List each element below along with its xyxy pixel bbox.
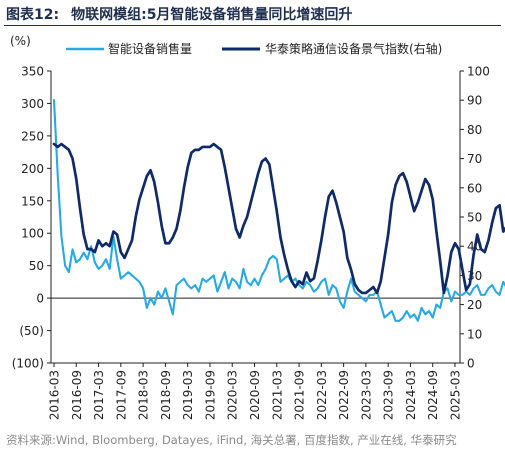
- x-tick-label: 2020-09: [248, 370, 262, 420]
- right-tick-label: 0: [467, 357, 475, 371]
- series-line-index: [52, 142, 505, 295]
- x-tick-label: 2018-03: [137, 370, 151, 420]
- x-tick-label: 2024-09: [426, 370, 440, 420]
- left-tick-label: (50): [19, 324, 44, 338]
- left-axis-ticks: (100) (50) 0 50 100 150 200 250 300 350: [12, 65, 51, 371]
- x-tick-label: 2016-03: [48, 370, 62, 420]
- left-tick-label: 350: [21, 65, 44, 79]
- x-tick-label: 2018-09: [159, 370, 173, 420]
- x-tick-label: 2023-03: [359, 370, 373, 420]
- x-tick-label: 2025-03: [449, 370, 463, 420]
- figure-label: 图表12:: [6, 7, 60, 23]
- x-tick-label: 2022-09: [337, 370, 351, 420]
- source-note: 资料来源:Wind, Bloomberg, Datayes, iFind, 海关…: [6, 433, 457, 447]
- left-tick-label: 200: [21, 162, 44, 176]
- left-tick-label: 0: [36, 292, 44, 306]
- left-tick-label: (100): [12, 357, 44, 371]
- x-tick-label: 2019-09: [203, 370, 217, 420]
- left-tick-label: 50: [29, 259, 44, 273]
- x-tick-label: 2021-09: [293, 370, 307, 420]
- x-tick-label: 2024-03: [404, 370, 418, 420]
- x-tick-label: 2020-03: [226, 370, 240, 420]
- x-tick-label: 2022-03: [315, 370, 329, 420]
- left-tick-label: 150: [21, 194, 44, 208]
- right-tick-label: 80: [467, 123, 482, 137]
- x-tick-label: 2017-09: [114, 370, 128, 420]
- right-tick-label: 100: [467, 65, 490, 79]
- x-tick-label: 2021-03: [270, 370, 284, 420]
- dual-axis-line-chart: (%) 智能设备销售量 华泰策略通信设备景气指数(右轴) (100) (50) 0 5…: [10, 34, 505, 420]
- x-tick-label: 2019-03: [181, 370, 195, 420]
- axes: [50, 71, 461, 364]
- left-tick-label: 300: [21, 97, 44, 111]
- right-tick-label: 20: [467, 298, 482, 312]
- x-tick-label: 2017-03: [92, 370, 106, 420]
- title-rule: [4, 25, 501, 26]
- right-tick-label: 10: [467, 327, 482, 341]
- figure-title-text: 物联网模组:5月智能设备销售量同比增速回升: [71, 7, 353, 23]
- x-tick-label: 2016-09: [70, 370, 84, 420]
- x-tick-label: 2023-09: [382, 370, 396, 420]
- right-tick-label: 90: [467, 94, 482, 108]
- left-tick-label: 100: [21, 227, 44, 241]
- right-tick-label: 70: [467, 152, 482, 166]
- legend-label-index: 华泰策略通信设备景气指数(右轴): [265, 41, 442, 56]
- left-tick-label: 250: [21, 129, 44, 143]
- right-tick-label: 50: [467, 211, 482, 225]
- series-lines: [52, 99, 505, 322]
- legend: 智能设备销售量 华泰策略通信设备景气指数(右轴): [66, 41, 442, 56]
- series-line-sales: [52, 99, 505, 322]
- figure-title: 图表12: 物联网模组:5月智能设备销售量同比增速回升: [6, 4, 352, 24]
- x-axis-ticks: 2016-03 2016-09 2017-03 2017-09 2018-03 2018-…: [48, 363, 463, 420]
- legend-label-sales: 智能设备销售量: [108, 41, 192, 56]
- left-axis-unit: (%): [10, 34, 31, 48]
- right-tick-label: 60: [467, 181, 482, 195]
